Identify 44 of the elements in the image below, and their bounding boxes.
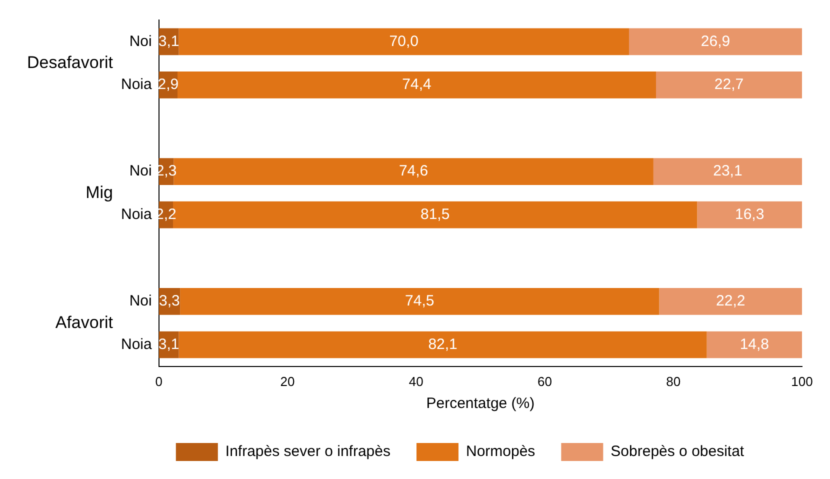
text: Afavorit	[55, 312, 114, 332]
text: Mig	[86, 182, 113, 202]
x-tick-label: 0	[155, 374, 162, 389]
data-label: 3,3	[159, 292, 180, 310]
data-label: 16,3	[734, 206, 764, 223]
bar	[178, 28, 629, 56]
data-label: 70,0	[389, 32, 418, 50]
y-tick-label: Noi	[129, 292, 152, 310]
bar	[180, 288, 660, 315]
bar	[628, 28, 802, 56]
y-tick-label: Noi	[129, 162, 152, 180]
x-tick-label: 60	[538, 374, 552, 389]
bar	[706, 331, 802, 358]
y-tick-label: Noi	[129, 32, 152, 50]
bar	[659, 288, 802, 315]
data-label: 14,8	[740, 336, 770, 353]
x-tick-label: 80	[666, 374, 681, 389]
data-label: 74,5	[405, 292, 434, 310]
y-tick-label: Noia	[120, 76, 152, 94]
y-tick-label: Noia	[120, 206, 152, 223]
data-label: 22,7	[714, 76, 744, 94]
bar	[653, 158, 802, 185]
data-label: 23,1	[713, 162, 742, 180]
x-tick-label: 40	[408, 374, 424, 389]
data-label: 3,1	[158, 336, 180, 353]
data-label: 81,5	[420, 206, 450, 223]
x-tick-label: 100	[791, 374, 813, 389]
data-label: 74,6	[398, 162, 428, 180]
data-label: 22,2	[716, 292, 746, 310]
legend-label: Normopès	[466, 443, 536, 460]
bar	[178, 331, 707, 358]
bar	[178, 72, 656, 98]
text: Desafavorit	[27, 52, 114, 72]
bar	[656, 72, 802, 98]
x-tick-label: 20	[280, 374, 295, 389]
data-label: 26,9	[700, 32, 730, 50]
data-label: 3,1	[158, 32, 180, 50]
data-label: 82,1	[428, 336, 458, 353]
bar	[697, 201, 802, 228]
data-label: 74,4	[402, 76, 432, 94]
y-tick-label: Noia	[120, 336, 152, 353]
legend-label: Infrapès sever o infrapès	[225, 443, 390, 460]
x-axis-title: Percentatge (%)	[426, 395, 535, 412]
legend-label: Sobrepès o obesitat	[610, 443, 745, 460]
